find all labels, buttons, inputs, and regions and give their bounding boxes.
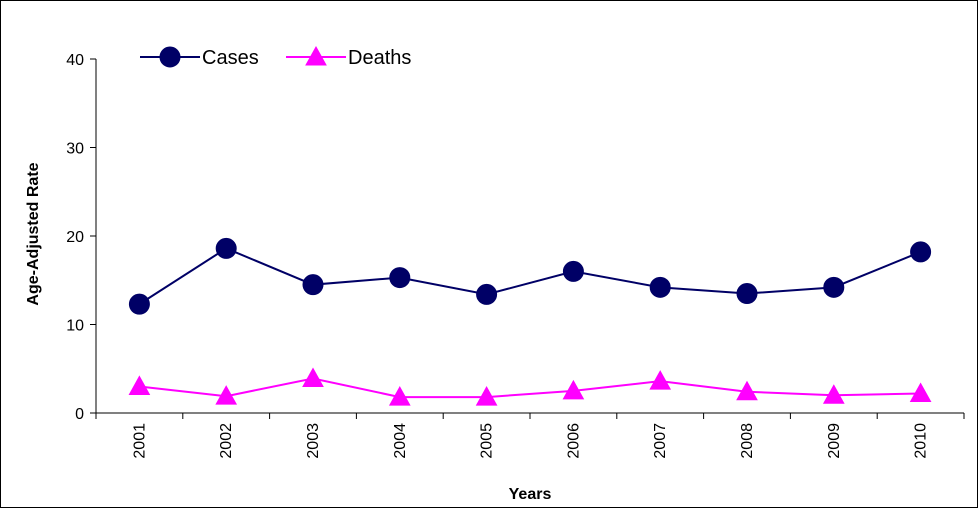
series-cases (128, 237, 932, 315)
deaths-point (909, 382, 932, 403)
deaths-point (736, 380, 758, 401)
legend-deaths-label: Deaths (348, 47, 411, 69)
cases-point (910, 241, 932, 263)
y-tick-label: 20 (66, 229, 84, 246)
y-tick-label: 40 (66, 52, 84, 69)
deaths-point (649, 370, 672, 390)
cases-point (302, 274, 324, 296)
x-tick-label: 2009 (826, 423, 843, 459)
x-tick-label: 2004 (392, 423, 409, 459)
cases-line (138, 247, 921, 305)
axes (95, 59, 964, 414)
deaths-point (822, 384, 845, 404)
x-tick-label: 2010 (913, 423, 930, 459)
deaths-point (128, 375, 151, 395)
cases-point (562, 260, 584, 282)
y-axis-ticks: 0 10 20 30 40 (66, 52, 96, 423)
legend-cases-marker (159, 46, 181, 68)
deaths-line (139, 377, 921, 399)
legend-item-cases: Cases (140, 46, 259, 69)
x-tick-label: 2008 (739, 423, 756, 459)
x-tick-label: 2003 (305, 423, 322, 459)
deaths-point (302, 367, 324, 387)
series-deaths (128, 367, 932, 406)
deaths-point (475, 386, 498, 406)
y-tick-label: 10 (66, 318, 84, 335)
x-tick-label: 2006 (565, 423, 582, 459)
cases-point (476, 283, 498, 305)
x-tick-label: 2005 (479, 423, 496, 459)
x-tick-label: 2007 (652, 423, 669, 459)
x-axis-ticks: 2001 2002 2003 2004 2005 2006 2007 2008 2009 2010 (95, 413, 965, 459)
cases-point (215, 237, 237, 259)
x-tick-label: 2001 (131, 423, 148, 459)
legend-item-deaths: Deaths (286, 45, 411, 69)
cases-point (389, 267, 411, 289)
y-tick-label: 0 (75, 406, 84, 423)
y-axis-title: Age-Adjusted Rate (25, 162, 42, 305)
cases-point (649, 276, 671, 298)
cases-point (736, 283, 758, 305)
legend-cases-label: Cases (202, 47, 259, 69)
x-axis-title: Years (509, 486, 552, 503)
legend: Cases Deaths (140, 45, 411, 69)
cases-point (128, 293, 150, 315)
deaths-point (215, 385, 238, 405)
deaths-point (562, 379, 585, 400)
x-tick-label: 2002 (218, 423, 235, 459)
series-layer (128, 237, 932, 406)
cases-point (823, 276, 845, 298)
deaths-point (388, 386, 411, 406)
legend-deaths-marker (305, 45, 327, 66)
y-tick-label: 30 (66, 141, 84, 158)
